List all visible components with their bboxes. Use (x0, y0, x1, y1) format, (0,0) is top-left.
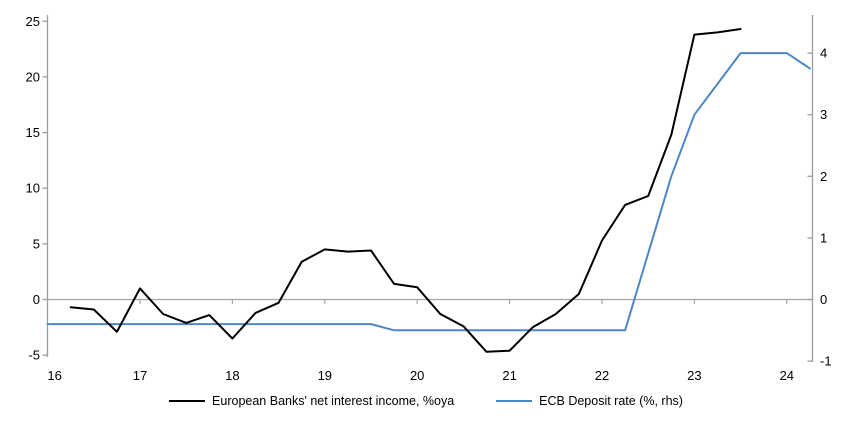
legend-label-nii: European Banks' net interest income, %oy… (212, 394, 455, 408)
legend: European Banks' net interest income, %oy… (0, 394, 852, 408)
ecb-deposit-rate-line (46, 52, 811, 332)
left-y-axis-tick-label: 20 (26, 69, 40, 84)
right-y-axis-tick-label: -1 (820, 354, 832, 369)
right-y-axis-tick-label: 3 (820, 107, 827, 122)
left-y-axis-tick-label: 15 (26, 125, 40, 140)
left-y-axis-tick-label: 25 (26, 14, 40, 29)
x-axis-tick-label: 21 (502, 368, 516, 383)
right-y-axis-tick-label: 0 (820, 292, 827, 307)
left-y-axis-tick-label: 5 (33, 236, 40, 251)
x-axis-tick-label: 22 (595, 368, 609, 383)
x-axis-tick-label: 23 (687, 368, 701, 383)
legend-item-nii: European Banks' net interest income, %oy… (169, 394, 454, 408)
x-axis-tick-label: 17 (133, 368, 147, 383)
x-axis-tick-label: 19 (318, 368, 332, 383)
left-y-axis-tick-label: -5 (28, 348, 40, 363)
right-y-axis-tick-label: 1 (820, 230, 827, 245)
x-axis-tick-label: 20 (410, 368, 424, 383)
legend-label-ecb: ECB Deposit rate (%, rhs) (539, 394, 683, 408)
x-axis-tick-label: 18 (225, 368, 239, 383)
nii-line-swatch (169, 400, 206, 402)
left-y-axis-tick-label: 10 (26, 181, 40, 196)
left-y-axis-tick-label: 0 (33, 292, 40, 307)
x-axis-tick-label: 16 (47, 368, 61, 383)
european-banks-nii-line (69, 28, 742, 353)
ecb-line-swatch (496, 400, 533, 402)
legend-item-ecb: ECB Deposit rate (%, rhs) (496, 394, 683, 408)
x-axis-tick-label: 24 (780, 368, 794, 383)
right-y-axis-tick-label: 2 (820, 169, 827, 184)
right-y-axis-tick-label: 4 (820, 46, 827, 61)
